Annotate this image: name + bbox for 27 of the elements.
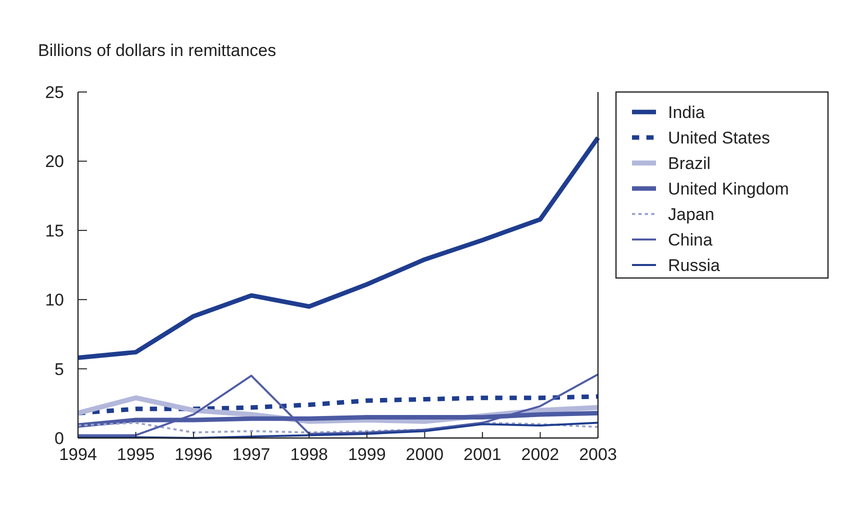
- x-tick-label: 2000: [406, 445, 444, 464]
- legend-label: Russia: [668, 256, 721, 275]
- y-tick-label: 15: [45, 221, 64, 240]
- line-series: [77, 373, 599, 436]
- y-tick-label: 25: [45, 82, 64, 102]
- legend-label: United States: [668, 128, 770, 148]
- y-tick-label: 20: [45, 152, 64, 172]
- x-tick-label: 2002: [521, 445, 560, 464]
- x-tick-label: 1995: [116, 445, 155, 464]
- y-tick-label: 10: [45, 290, 64, 310]
- legend-label: Japan: [668, 204, 714, 224]
- y-axis-title: Billions of dollars in remittances: [38, 41, 276, 60]
- x-tick-label: 1994: [59, 445, 97, 464]
- x-tick-label: 2003: [579, 445, 617, 464]
- x-tick-label: 1997: [232, 445, 270, 464]
- x-tick-label: 1999: [348, 445, 386, 464]
- legend-label: United Kingdom: [668, 179, 789, 198]
- line-series: [77, 422, 599, 434]
- legend-label: Brazil: [668, 154, 711, 173]
- line-series: [76, 135, 600, 360]
- x-tick-label: 1996: [174, 445, 212, 464]
- y-tick-label: 5: [54, 360, 64, 379]
- x-tick-label: 2001: [464, 445, 502, 464]
- legend-label: India: [668, 102, 706, 122]
- legend-label: China: [668, 230, 713, 250]
- y-tick-label: 0: [54, 428, 64, 448]
- x-tick-label: 1998: [290, 445, 328, 464]
